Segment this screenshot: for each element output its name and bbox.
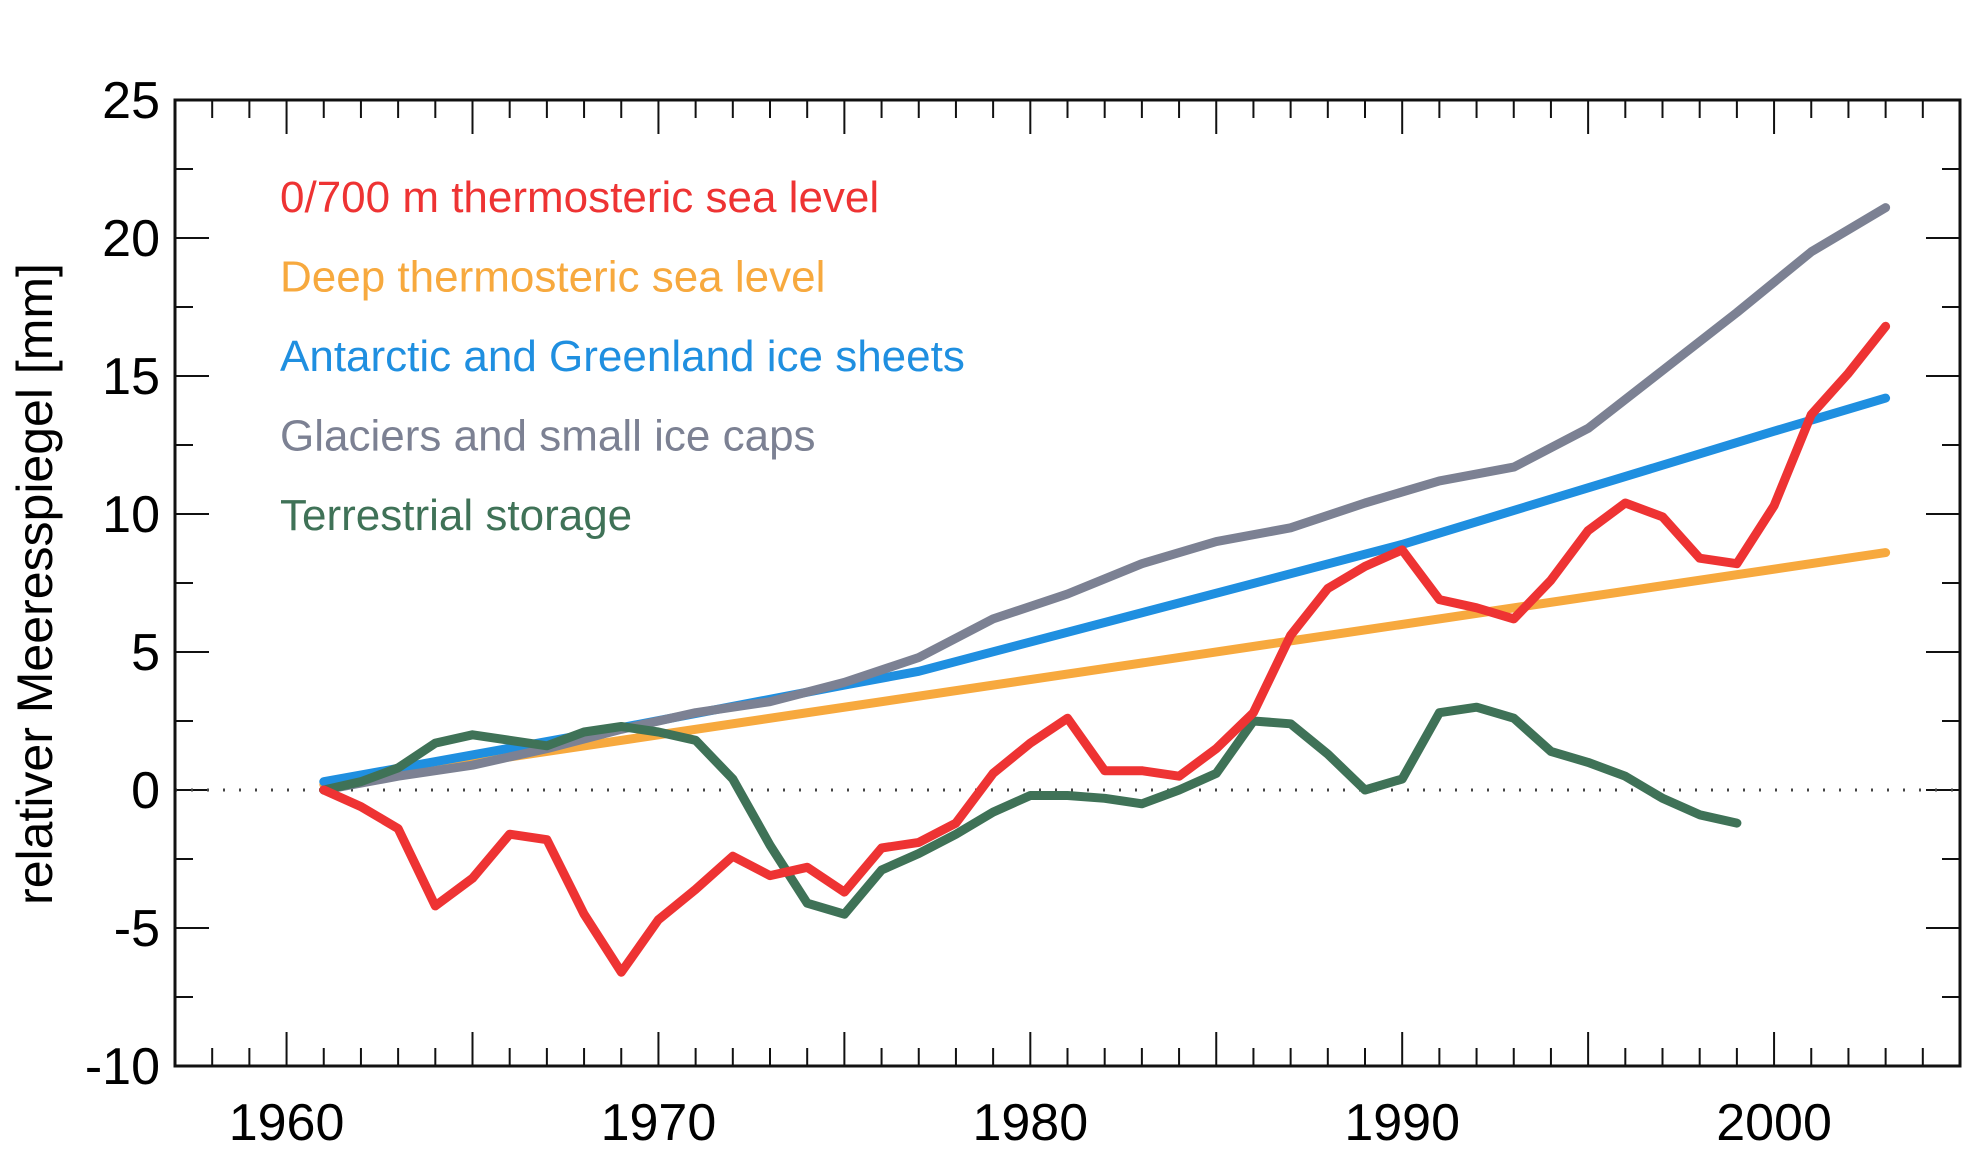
y-axis-tick-labels: -10 -5 0 5 10 15 20 25: [85, 72, 160, 1096]
x-tick-label: 1990: [1344, 1094, 1460, 1152]
y-tick-label: 25: [102, 72, 160, 130]
series-lines: [319, 203, 1891, 977]
y-tick-label: 10: [102, 486, 160, 544]
series-line-5: [319, 702, 1742, 919]
y-tick-label: -5: [114, 900, 160, 958]
x-tick-label: 2000: [1716, 1094, 1832, 1152]
y-axis-label: relativer Meeresspiegel [mm]: [7, 263, 63, 905]
plot-frame: [173, 98, 1962, 1068]
legend-entry: 0/700 m thermosteric sea level: [280, 173, 879, 222]
series-line-4: [319, 203, 1891, 795]
y-tick-label: 5: [131, 624, 160, 682]
legend-entry: Terrestrial storage: [280, 491, 632, 540]
tick-marks: [175, 100, 1960, 1066]
x-axis-tick-labels: 1960 1970 1980 1990 2000: [229, 1094, 1832, 1152]
x-tick-label: 1980: [972, 1094, 1088, 1152]
series-line-2: [319, 548, 1891, 789]
x-tick-label: 1960: [229, 1094, 345, 1152]
y-tick-label: -10: [85, 1038, 160, 1096]
y-tick-label: 0: [131, 762, 160, 820]
legend-entry: Antarctic and Greenland ice sheets: [280, 332, 965, 381]
series-line-1: [319, 321, 1891, 977]
legend-entry: Glaciers and small ice caps: [280, 412, 816, 461]
x-tick-label: 1970: [601, 1094, 717, 1152]
y-tick-label: 20: [102, 210, 160, 268]
legend: 0/700 m thermosteric sea level Deep therm…: [280, 173, 965, 540]
legend-entry: Deep thermosteric sea level: [280, 253, 825, 302]
y-tick-label: 15: [102, 348, 160, 406]
